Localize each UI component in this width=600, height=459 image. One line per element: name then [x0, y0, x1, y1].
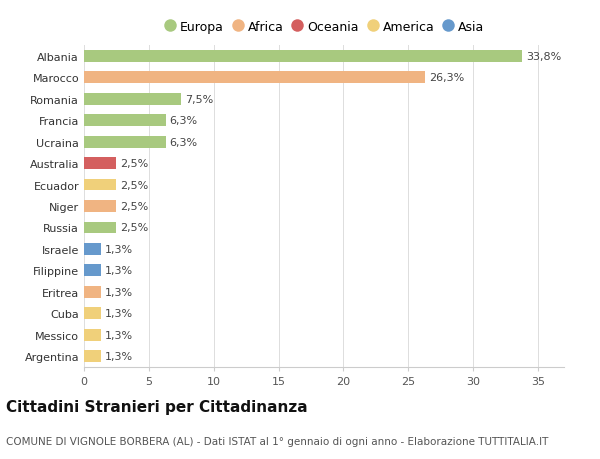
Text: COMUNE DI VIGNOLE BORBERA (AL) - Dati ISTAT al 1° gennaio di ogni anno - Elabora: COMUNE DI VIGNOLE BORBERA (AL) - Dati IS… — [6, 436, 548, 446]
Bar — [84, 115, 166, 127]
Bar — [84, 222, 116, 234]
Bar — [84, 72, 425, 84]
Bar — [84, 136, 166, 148]
Text: 2,5%: 2,5% — [121, 223, 149, 233]
Text: Cittadini Stranieri per Cittadinanza: Cittadini Stranieri per Cittadinanza — [6, 399, 308, 414]
Text: 1,3%: 1,3% — [105, 352, 133, 362]
Legend: Europa, Africa, Oceania, America, Asia: Europa, Africa, Oceania, America, Asia — [161, 18, 487, 36]
Bar — [84, 351, 101, 363]
Bar — [84, 94, 181, 106]
Bar — [84, 286, 101, 298]
Text: 1,3%: 1,3% — [105, 330, 133, 340]
Bar — [84, 329, 101, 341]
Bar — [84, 243, 101, 255]
Bar — [84, 265, 101, 277]
Text: 7,5%: 7,5% — [185, 95, 214, 105]
Bar — [84, 158, 116, 170]
Bar — [84, 308, 101, 319]
Text: 2,5%: 2,5% — [121, 159, 149, 169]
Text: 2,5%: 2,5% — [121, 202, 149, 212]
Text: 1,3%: 1,3% — [105, 308, 133, 319]
Text: 26,3%: 26,3% — [429, 73, 464, 83]
Text: 1,3%: 1,3% — [105, 244, 133, 254]
Text: 1,3%: 1,3% — [105, 266, 133, 276]
Text: 2,5%: 2,5% — [121, 180, 149, 190]
Text: 33,8%: 33,8% — [526, 51, 562, 62]
Bar — [84, 179, 116, 191]
Text: 6,3%: 6,3% — [170, 137, 198, 147]
Text: 6,3%: 6,3% — [170, 116, 198, 126]
Text: 1,3%: 1,3% — [105, 287, 133, 297]
Bar — [84, 201, 116, 213]
Bar — [84, 51, 523, 62]
